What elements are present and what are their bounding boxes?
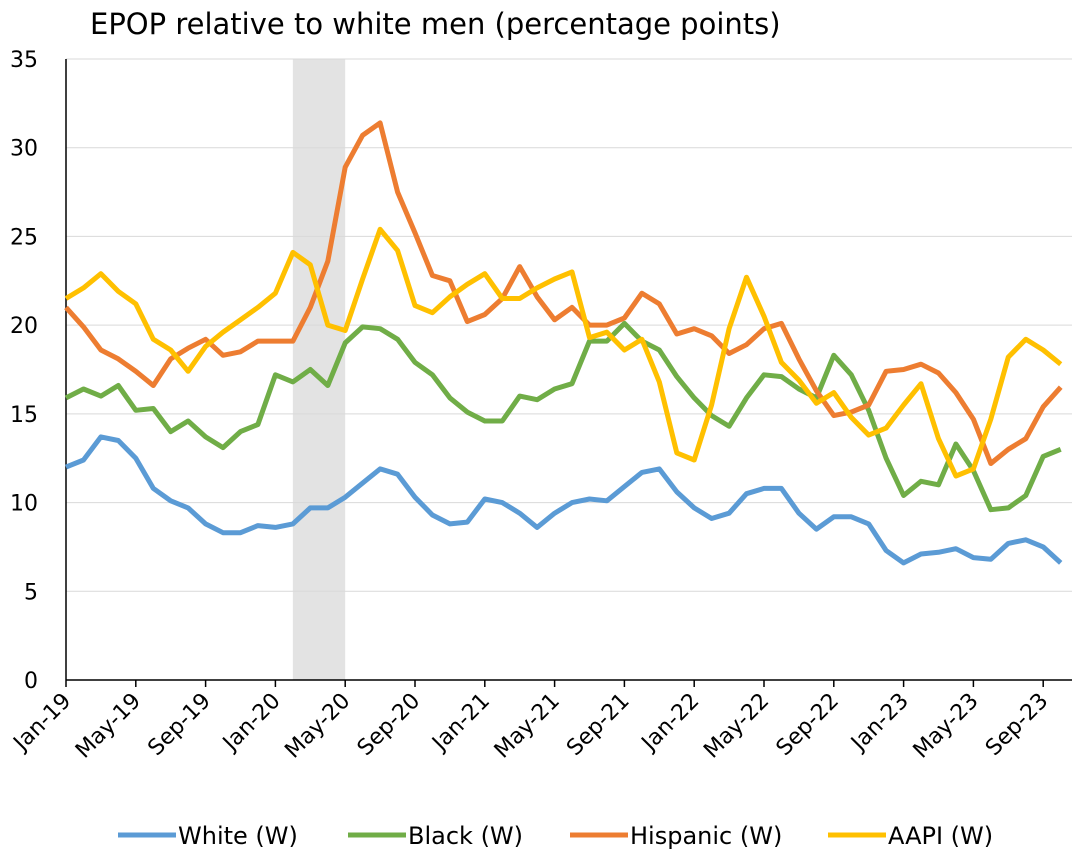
x-tick-label: Sep-23 [981,689,1053,761]
y-tick-label: 0 [24,669,38,694]
legend-label: Black (W) [408,822,523,850]
x-tick-label: Sep-22 [772,689,844,761]
x-tick-label: Jan-21 [427,689,495,757]
series-line [64,120,1063,466]
y-tick-label: 10 [10,492,38,517]
shaded-period [292,59,346,680]
y-tick-label: 25 [10,225,38,250]
x-tick-label: May-23 [909,689,984,764]
x-tick-label: Jan-20 [217,689,285,757]
x-tick-label: May-21 [490,689,565,764]
x-tick-label: May-19 [71,689,146,764]
y-tick-label: 30 [10,137,38,162]
legend-label: Hispanic (W) [630,822,782,850]
legend-label: AAPI (W) [888,822,993,850]
y-tick-label: 15 [10,403,38,428]
series-line [65,434,1063,566]
series-line [64,320,1062,513]
x-tick-label: Jan-22 [636,689,704,757]
y-tick-label: 35 [10,48,38,73]
x-tick-label: May-22 [699,689,774,764]
x-tick-label: Sep-19 [143,689,215,761]
x-tick-label: Sep-21 [562,689,634,761]
x-tick-label: Jan-23 [845,689,913,757]
y-tick-label: 5 [24,580,38,605]
legend-label: White (W) [178,822,298,850]
y-tick-label: 20 [10,314,38,339]
x-tick-label: May-20 [280,689,355,764]
chart-title: EPOP relative to white men (percentage p… [90,7,781,41]
x-tick-label: Sep-20 [353,689,425,761]
x-tick-label: Jan-19 [8,689,76,757]
series-line [64,226,1063,479]
